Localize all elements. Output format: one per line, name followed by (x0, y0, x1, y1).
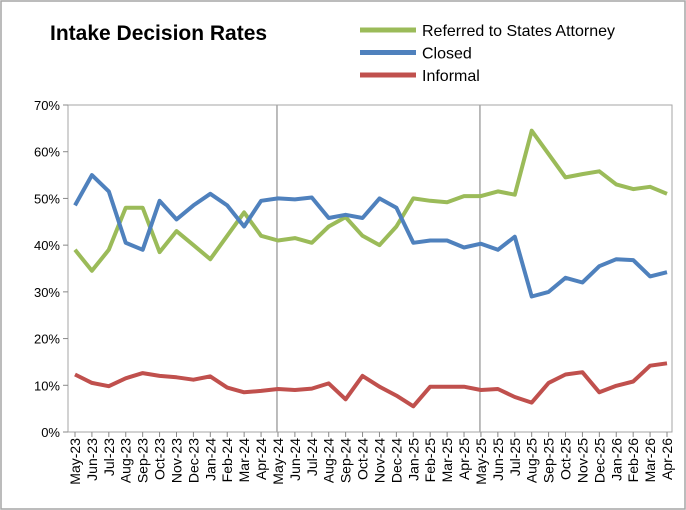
x-tick-label: Jan-26 (608, 438, 624, 481)
x-tick-label: Jul-23 (101, 438, 117, 476)
x-tick-label: Feb-26 (625, 438, 641, 483)
plot-area (67, 104, 673, 433)
y-tick-label: 40% (34, 238, 60, 253)
x-tick-label: Mar-26 (642, 438, 658, 483)
x-tick-label: May-24 (270, 438, 286, 485)
x-tick-label: Dec-23 (185, 438, 201, 483)
x-tick-label: Jun-25 (490, 438, 506, 481)
legend-label: Informal (422, 68, 480, 85)
x-tick-label: Jan-25 (405, 438, 421, 481)
series-line (73, 128, 668, 273)
legend-label: Closed (422, 46, 472, 63)
x-tick-label: Dec-25 (591, 438, 607, 483)
y-tick-label: 10% (34, 378, 60, 393)
x-tick-label: May-25 (473, 438, 489, 485)
y-tick-label: 0% (41, 425, 60, 440)
x-tick-label: Nov-25 (574, 438, 590, 483)
y-tick-label: 70% (34, 98, 60, 113)
x-tick-label: Aug-23 (118, 438, 134, 483)
x-tick-label: Oct-23 (152, 438, 168, 480)
x-tick-label: Jun-23 (84, 438, 100, 481)
series-line (73, 173, 668, 299)
x-tick-label: Mar-24 (236, 438, 252, 483)
x-tick-label: Nov-24 (371, 438, 387, 483)
x-tick-label: Oct-25 (558, 438, 574, 480)
x-tick-label: May-23 (67, 438, 83, 485)
x-tick-label: Jan-24 (202, 438, 218, 481)
x-tick-label: Apr-24 (253, 438, 269, 480)
x-tick-label: Aug-24 (321, 438, 337, 483)
x-tick-label: Nov-23 (168, 438, 184, 483)
x-tick-label: Jun-24 (287, 438, 303, 481)
x-tick-label: Apr-26 (659, 438, 675, 480)
x-tick-label: Sep-23 (135, 438, 151, 483)
series-line (74, 361, 668, 409)
x-tick-label: Oct-24 (355, 438, 371, 480)
x-tick-label: Aug-25 (524, 438, 540, 483)
x-tick-label: Feb-25 (422, 438, 438, 483)
x-tick-label: Sep-24 (338, 438, 354, 483)
chart-title: Intake Decision Rates (50, 22, 267, 45)
x-tick-label: Dec-24 (388, 438, 404, 483)
x-tick-label: Mar-25 (439, 438, 455, 483)
x-tick-label: Jul-25 (507, 438, 523, 476)
y-tick-label: 50% (34, 191, 60, 206)
x-tick-label: Apr-25 (456, 438, 472, 480)
x-tick-label: Sep-25 (541, 438, 557, 483)
y-tick-label: 30% (34, 285, 60, 300)
x-tick-label: Jul-24 (304, 438, 320, 476)
x-tick-label: Feb-24 (219, 438, 235, 483)
legend-label: Referred to States Attorney (422, 23, 615, 40)
y-tick-label: 60% (34, 145, 60, 160)
y-tick-label: 20% (34, 332, 60, 347)
